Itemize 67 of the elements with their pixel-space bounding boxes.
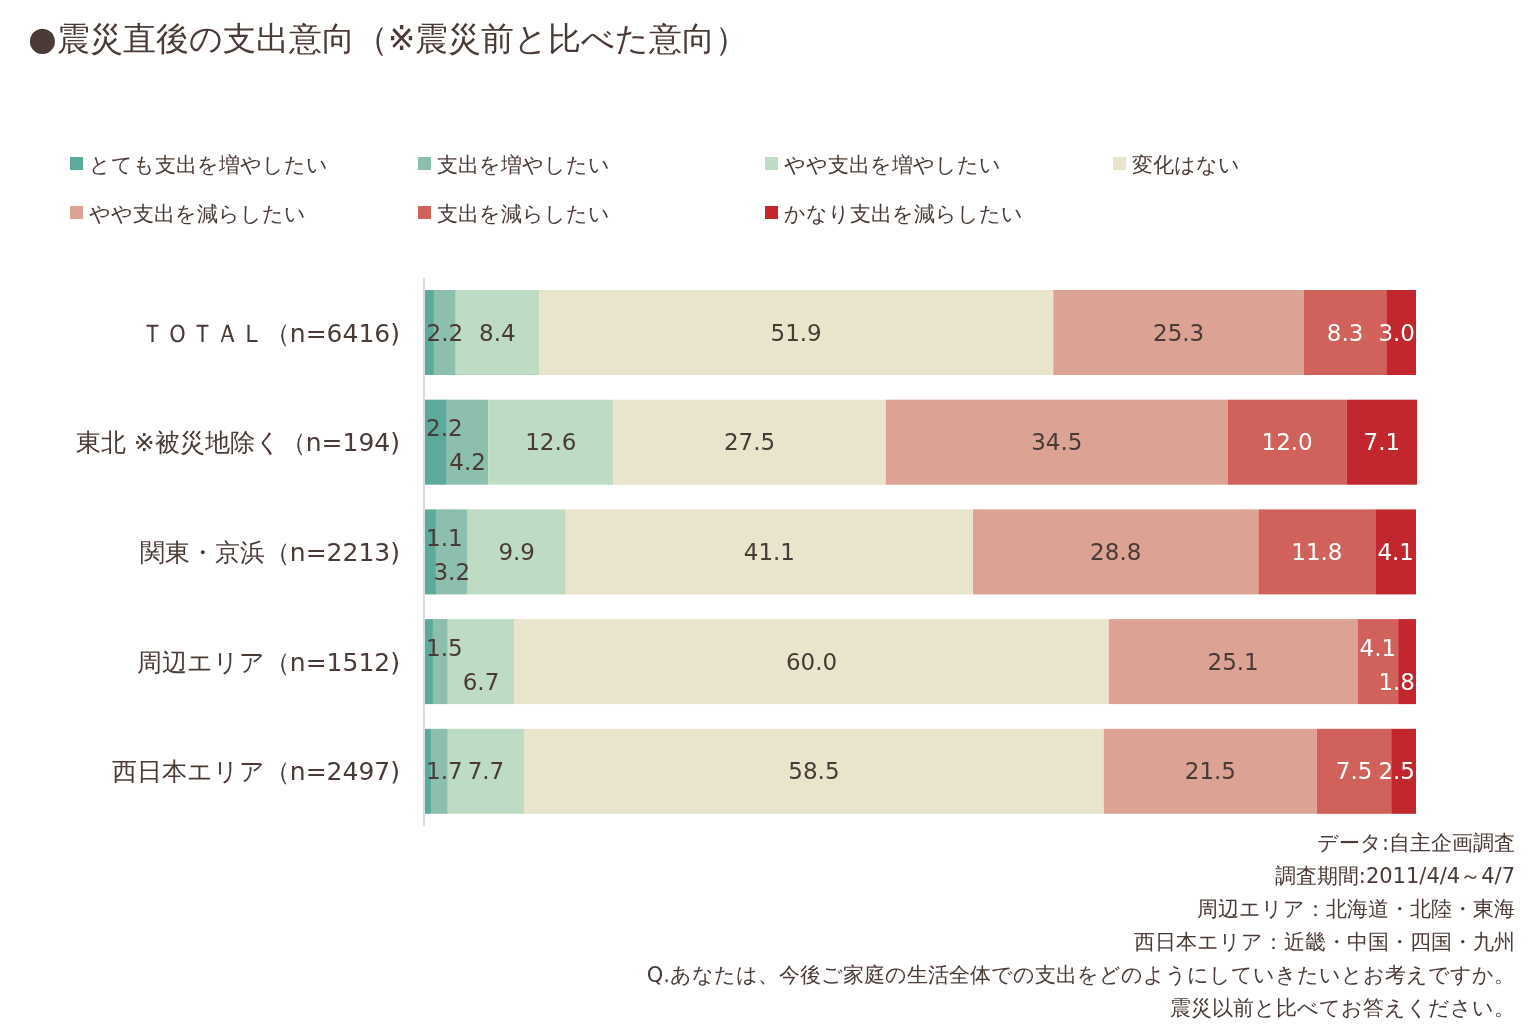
data-label: 7.7 <box>467 758 505 785</box>
data-label: 4.1 <box>1377 538 1414 565</box>
bar <box>524 728 1104 814</box>
data-label: 27.5 <box>723 429 776 456</box>
data-label: 7.5 <box>1335 758 1373 785</box>
data-label: 58.5 <box>788 758 840 785</box>
text: 西日本エリア：近畿・中国・四国・九州 <box>1134 930 1515 954</box>
data-label: 60.0 <box>785 648 838 675</box>
y-tick-label: ＴＯＴＡＬ（n=6416) <box>139 318 400 348</box>
legend-label: 支出を減らしたい <box>437 202 610 226</box>
data-label: 2.2 <box>426 319 464 346</box>
data-label: 6.7 <box>462 668 500 695</box>
data-label: 1.7 <box>426 758 463 785</box>
bar <box>613 399 886 485</box>
data-label: 25.1 <box>1207 648 1259 675</box>
data-label: 12.6 <box>525 429 577 456</box>
data-label: 34.5 <box>1031 429 1083 456</box>
data-label: 25.3 <box>1153 319 1205 346</box>
text: 周辺エリア：北海道・北陸・東海 <box>1197 897 1515 921</box>
text: 調査期間:2011/4/4～4/7 <box>1274 864 1515 888</box>
data-label: 11.8 <box>1291 538 1343 565</box>
data-label: 41.1 <box>743 538 795 565</box>
bar <box>1103 728 1317 814</box>
bar <box>565 509 974 595</box>
y-tick-label: 周辺エリア（n=1512) <box>136 647 400 677</box>
data-label: 8.4 <box>479 319 516 346</box>
data-label: 7.1 <box>1363 429 1401 456</box>
bar <box>1108 619 1358 705</box>
data-label: 1.8 <box>1378 668 1415 695</box>
data-label: 3.0 <box>1378 319 1415 346</box>
bar <box>488 399 614 485</box>
data-label: 9.9 <box>498 538 535 565</box>
data-label: 2.2 <box>426 415 463 442</box>
data-label: 4.1 <box>1359 634 1397 661</box>
bar <box>1375 509 1416 595</box>
bar <box>1258 509 1376 595</box>
data-label: 1.1 <box>426 524 463 551</box>
bar <box>973 509 1259 595</box>
legend-label: 変化はない <box>1132 153 1240 177</box>
y-tick-label: 西日本エリア（n=2497) <box>111 757 400 787</box>
text: Q.あなたは、今後ご家庭の生活全体での支出をどのようにしていきたいとお考えですか。 <box>646 963 1515 987</box>
data-label: 1.5 <box>426 634 463 661</box>
bar <box>885 399 1228 485</box>
data-label: 12.0 <box>1261 429 1313 456</box>
text: 震災以前と比べてお答えください。 <box>1170 996 1515 1020</box>
data-label: 2.5 <box>1378 758 1415 785</box>
y-tick-label: 関東・京浜（n=2213) <box>139 537 400 567</box>
bar <box>538 290 1054 375</box>
bar <box>1053 290 1305 375</box>
legend-label: やや支出を増やしたい <box>784 153 1001 177</box>
data-label: 51.9 <box>770 319 822 346</box>
data-label: 3.2 <box>433 558 471 585</box>
bar <box>1346 399 1417 485</box>
bar <box>467 509 566 595</box>
text: データ:自主企画調査 <box>1316 831 1515 855</box>
legend-label: 支出を増やしたい <box>437 153 610 177</box>
data-label: 8.3 <box>1326 319 1364 346</box>
y-tick-label: 東北 ※被災地除く（n=194) <box>75 428 400 458</box>
chart-title: ●震災直後の支出意向（※震災前と比べた意向） <box>28 19 749 58</box>
legend-label: とても支出を増やしたい <box>89 153 328 177</box>
bar <box>514 619 1109 705</box>
legend-label: かなり支出を減らしたい <box>784 202 1023 226</box>
data-label: 21.5 <box>1184 758 1236 785</box>
bar <box>1227 399 1347 485</box>
data-label: 4.2 <box>449 449 486 476</box>
legend-label: やや支出を減らしたい <box>89 202 306 226</box>
data-label: 28.8 <box>1090 538 1142 565</box>
